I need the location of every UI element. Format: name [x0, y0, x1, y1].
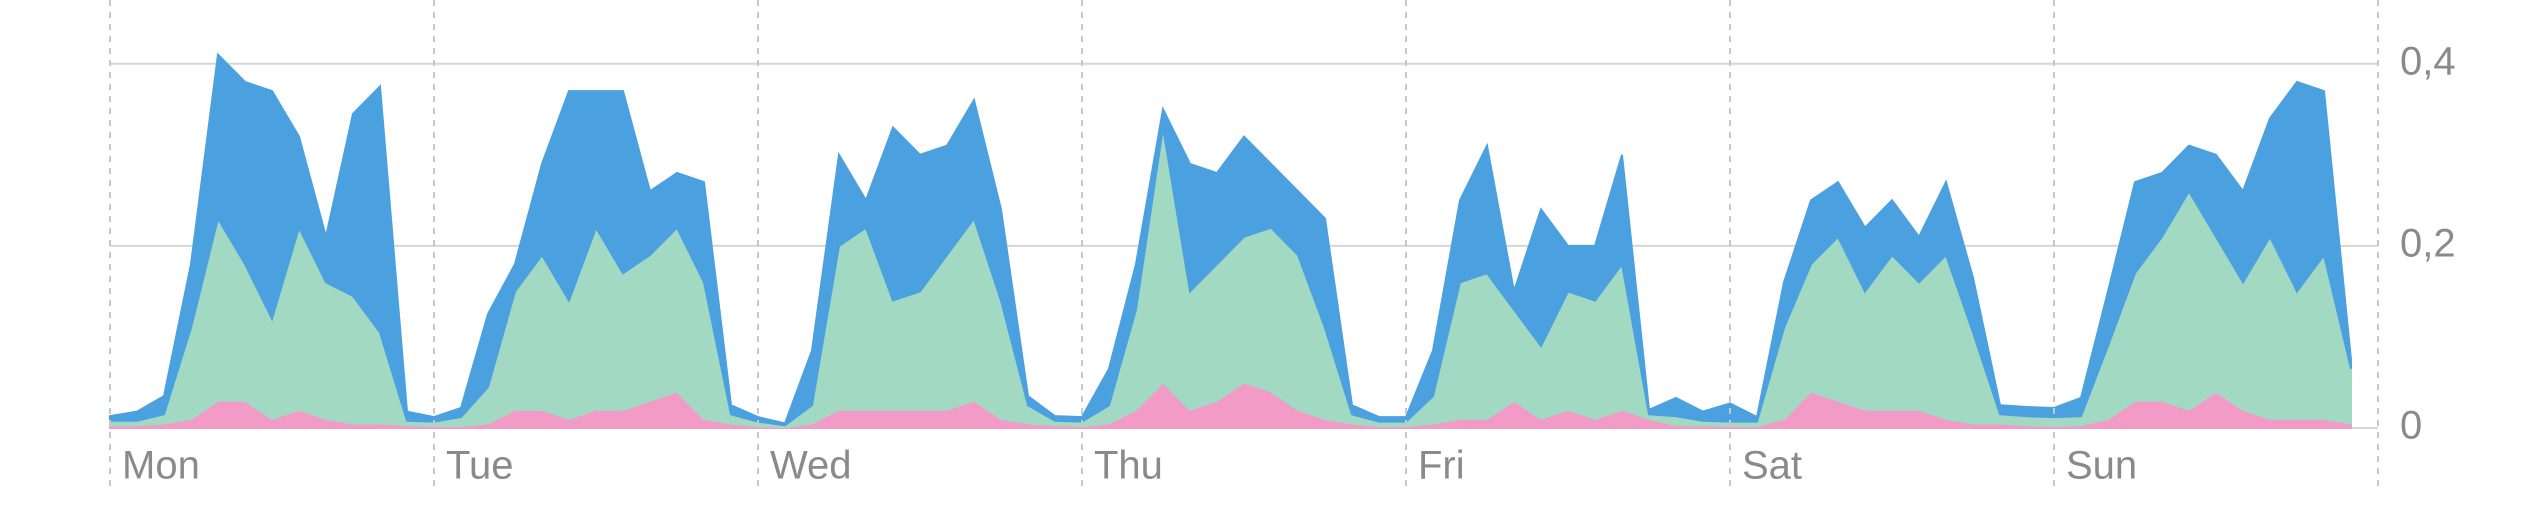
- area: [109, 52, 2352, 427]
- y-tick-label: 0,2: [2400, 221, 2456, 265]
- x-tick-label: Tue: [446, 444, 513, 488]
- y-tick-label: 0: [2400, 404, 2422, 448]
- x-tick-label: Wed: [770, 444, 852, 488]
- y-tick-label: 0,4: [2400, 39, 2456, 83]
- x-tick-label: Fri: [1418, 444, 1465, 488]
- x-tick-label: Sun: [2066, 444, 2137, 488]
- x-tick-label: Mon: [122, 444, 200, 488]
- x-tick-label: Thu: [1094, 444, 1163, 488]
- x-tick-label: Sat: [1742, 444, 1802, 488]
